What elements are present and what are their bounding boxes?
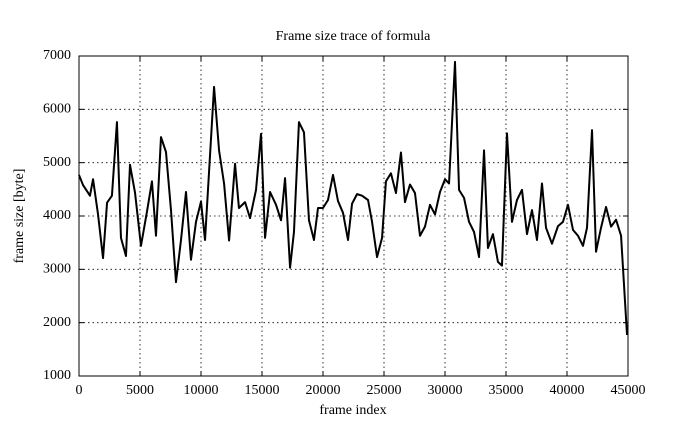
- x-tick-label: 25000: [367, 383, 402, 398]
- plot-frame: [78, 55, 629, 377]
- y-tick-label: 7000: [43, 48, 71, 63]
- y-tick-label: 4000: [43, 208, 71, 223]
- x-tick-label: 40000: [550, 383, 585, 398]
- x-tick-label: 15000: [245, 383, 280, 398]
- x-tick-label: 10000: [184, 383, 219, 398]
- x-tick-label: 20000: [306, 383, 341, 398]
- x-axis-label: frame index: [319, 403, 386, 418]
- chart-title: Frame size trace of formula: [276, 29, 431, 44]
- y-tick-label: 1000: [43, 368, 71, 383]
- x-tick-label: 45000: [611, 383, 646, 398]
- x-tick-label: 35000: [489, 383, 524, 398]
- y-axis-label: frame size [byte]: [12, 169, 27, 264]
- x-tick-label: 0: [76, 383, 83, 398]
- y-tick-label: 5000: [43, 155, 71, 170]
- data-line: [78, 60, 629, 335]
- y-tick-label: 3000: [43, 262, 71, 277]
- x-tick-label: 30000: [428, 383, 463, 398]
- y-tick-label: 2000: [43, 315, 71, 330]
- y-tick-label: 6000: [43, 102, 71, 117]
- x-tick-label: 5000: [126, 383, 154, 398]
